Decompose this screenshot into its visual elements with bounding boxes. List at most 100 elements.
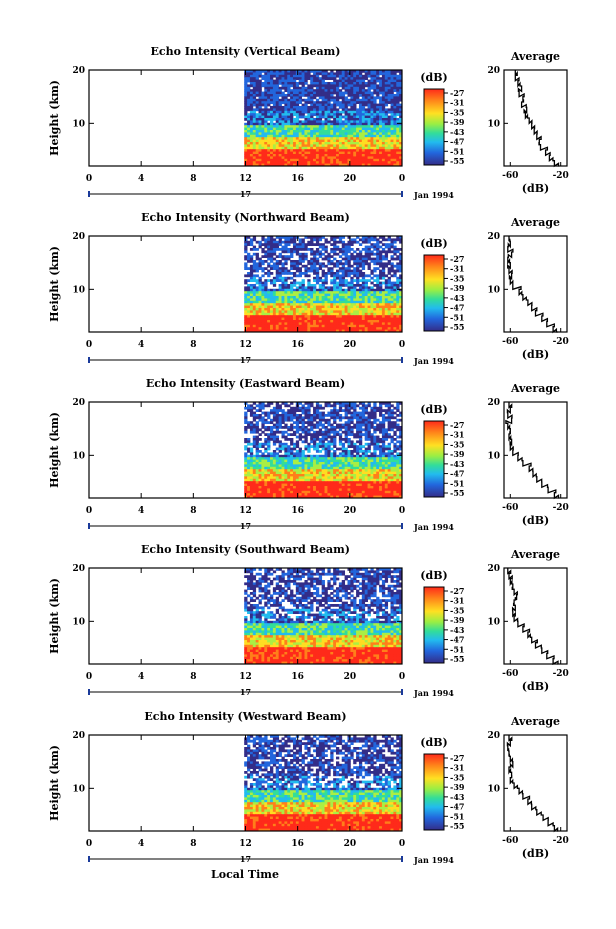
heatmap-cell xyxy=(364,291,368,294)
heatmap-cell xyxy=(344,122,348,126)
heatmap-cell xyxy=(298,310,302,314)
heatmap-cell xyxy=(247,406,251,410)
heatmap-cell xyxy=(264,163,268,167)
heatmap-cell xyxy=(358,421,363,424)
heatmap-cell xyxy=(364,442,368,446)
heatmap-cell xyxy=(275,438,280,441)
heatmap-cell xyxy=(381,122,386,126)
heatmap-cell xyxy=(358,423,363,427)
heatmap-cell xyxy=(338,262,343,266)
heatmap-cell xyxy=(278,132,282,136)
heatmap-cell xyxy=(396,409,400,412)
heatmap-cell xyxy=(356,82,360,85)
heatmap-cell xyxy=(252,274,257,278)
heatmap-cell xyxy=(396,139,400,143)
heatmap-cell xyxy=(307,260,311,263)
heatmap-cell xyxy=(255,457,259,460)
heatmap-cell xyxy=(270,84,274,88)
heatmap-cell xyxy=(333,115,337,119)
heatmap-cell xyxy=(270,137,274,140)
heatmap-cell xyxy=(258,445,262,448)
heatmap-cell xyxy=(313,264,317,268)
heatmap-cell xyxy=(376,137,380,140)
heatmap-cell xyxy=(307,430,311,434)
heatmap-cell xyxy=(364,98,368,102)
heatmap-cell xyxy=(396,315,400,318)
heatmap-cell xyxy=(278,279,282,282)
heatmap-cell xyxy=(356,149,360,152)
heatmap-cell xyxy=(396,435,400,439)
heatmap-cell xyxy=(255,84,259,88)
heatmap-cell xyxy=(295,442,300,446)
heatmap-cell xyxy=(244,447,248,451)
heatmap-cell xyxy=(381,79,386,83)
heatmap-cell xyxy=(290,426,294,429)
heatmap-cell xyxy=(396,127,400,131)
heatmap-cell xyxy=(396,94,400,97)
heatmap-cell xyxy=(258,322,262,326)
heatmap-cell xyxy=(315,158,320,162)
heatmap-cell xyxy=(338,267,343,270)
heatmap-cell xyxy=(379,106,383,109)
heatmap-cell xyxy=(333,106,337,109)
heatmap-cell xyxy=(327,240,331,244)
heatmap-cell xyxy=(350,411,354,415)
heatmap-cell xyxy=(370,84,374,88)
heatmap-cell xyxy=(338,276,343,280)
heatmap-cell xyxy=(267,139,271,143)
average-y-tick-label: 20 xyxy=(487,232,500,242)
heatmap-cell xyxy=(358,329,363,333)
heatmap-cell xyxy=(358,120,363,124)
heatmap-cell xyxy=(353,134,357,138)
heatmap-cell xyxy=(367,402,371,405)
heatmap-cell xyxy=(292,426,297,429)
heatmap-cell xyxy=(298,255,302,258)
heatmap-cell xyxy=(336,303,340,306)
heatmap-cell xyxy=(353,86,357,90)
heatmap-cell xyxy=(393,115,397,119)
heatmap-cell xyxy=(275,440,280,444)
heatmap-cell xyxy=(249,457,254,460)
heatmap-cell xyxy=(327,315,331,318)
heatmap-cell xyxy=(324,414,328,417)
heatmap-cell xyxy=(292,274,297,278)
heatmap-cell xyxy=(327,96,331,100)
heatmap-cell xyxy=(295,151,300,155)
heatmap-cell xyxy=(399,115,403,119)
heatmap-cell xyxy=(376,144,380,148)
heatmap-cell xyxy=(264,411,268,415)
heatmap-cell xyxy=(338,89,343,92)
heatmap-cell xyxy=(370,286,374,290)
heatmap-cell xyxy=(307,404,311,408)
heatmap-cell xyxy=(272,262,277,266)
heatmap-cell xyxy=(353,402,357,405)
heatmap-cell xyxy=(338,409,343,412)
heatmap-cell xyxy=(281,240,285,244)
heatmap-cell xyxy=(301,98,305,102)
heatmap-cell xyxy=(301,144,305,148)
heatmap-cell xyxy=(304,303,308,306)
heatmap-cell xyxy=(379,70,383,73)
heatmap-cell xyxy=(313,137,317,140)
heatmap-cell xyxy=(310,110,314,114)
heatmap-cell xyxy=(244,91,248,95)
heatmap-cell xyxy=(295,423,300,427)
heatmap-cell xyxy=(295,127,300,131)
heatmap-cell xyxy=(275,426,280,429)
heatmap-cell xyxy=(381,74,386,78)
heatmap-cell xyxy=(338,324,343,328)
heatmap-cell xyxy=(270,454,274,458)
heatmap-cell xyxy=(350,82,354,85)
heatmap-cell xyxy=(270,264,274,268)
heatmap-cell xyxy=(252,430,257,434)
heatmap-cell xyxy=(272,98,277,102)
heatmap-cell xyxy=(264,70,268,73)
heatmap-cell xyxy=(361,98,366,102)
heatmap-cell xyxy=(255,134,259,138)
heatmap-cell xyxy=(384,284,389,287)
heatmap-cell xyxy=(393,103,397,107)
heatmap-cell xyxy=(307,151,311,155)
heatmap-cell xyxy=(292,288,297,292)
heatmap-cell xyxy=(353,260,357,263)
heatmap-cell xyxy=(350,70,354,73)
